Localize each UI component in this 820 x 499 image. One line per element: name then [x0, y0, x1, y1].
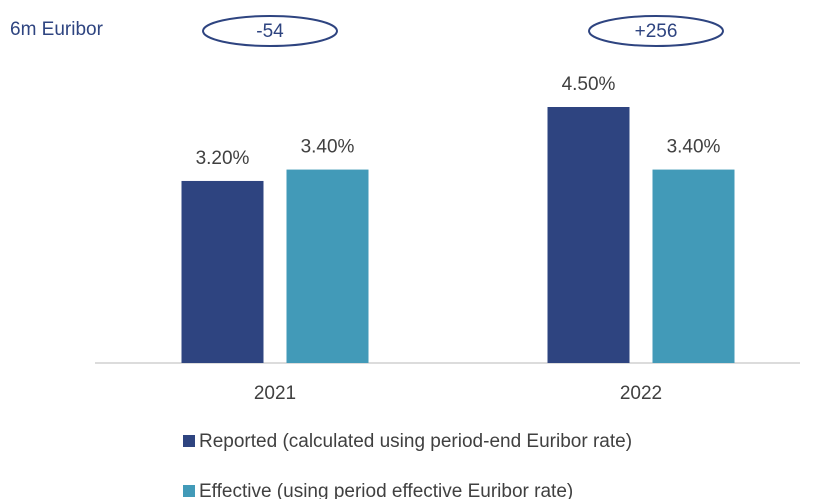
value-label: 3.40%	[301, 137, 355, 158]
value-label: 4.50%	[562, 74, 616, 95]
x-tick-label: 2022	[620, 383, 662, 404]
annotation-title: 6m Euribor	[10, 19, 104, 40]
value-label: 3.20%	[196, 148, 250, 169]
bar	[652, 169, 735, 363]
annotation: -54	[256, 21, 284, 42]
bar	[547, 107, 630, 363]
legend-swatch	[183, 485, 195, 497]
value-label: 3.40%	[667, 137, 721, 158]
bar	[181, 180, 264, 363]
annotation-ellipse	[588, 15, 724, 47]
bar	[286, 169, 369, 363]
legend-swatch	[183, 435, 195, 447]
annotation-ellipse	[202, 15, 338, 47]
legend-label: Effective (using period effective Euribo…	[199, 481, 573, 499]
legend-label: Reported (calculated using period-end Eu…	[199, 431, 632, 452]
x-tick-label: 2021	[254, 383, 296, 404]
annotation: +256	[635, 21, 678, 42]
